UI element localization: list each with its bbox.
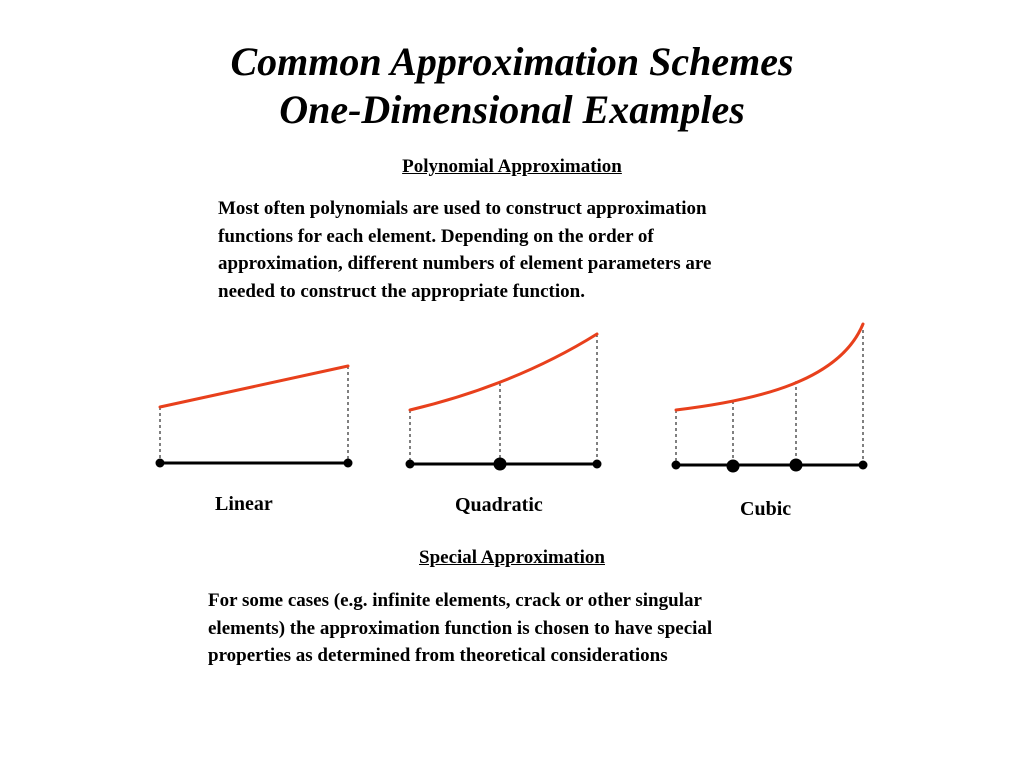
quadratic-curve: [408, 332, 599, 412]
special-line-3: properties as determined from theoretica…: [208, 645, 668, 666]
quadratic-node-2: [493, 457, 507, 471]
linear-diagram: [155, 364, 353, 468]
polynomial-line-4: needed to construct the appropriate func…: [218, 280, 585, 302]
cubic-node-1: [671, 460, 681, 470]
special-line-2: elements) the approximation function is …: [208, 617, 713, 639]
cubic-node-3: [789, 458, 803, 472]
cubic-node-2: [726, 459, 740, 473]
quadratic-diagram: [405, 332, 602, 471]
cubic-diagram: [671, 322, 868, 473]
linear-node-1: [155, 458, 165, 468]
polynomial-heading: Polynomial Approximation: [402, 156, 622, 177]
polynomial-line-1: Most often polynomials are used to const…: [218, 198, 707, 219]
quadratic-node-3: [592, 459, 602, 469]
linear-curve: [158, 364, 350, 409]
title-line-2: One-Dimensional Examples: [279, 87, 745, 132]
page-title: Common Approximation Schemes One-Dimensi…: [0, 38, 1024, 134]
quadratic-label: Quadratic: [455, 494, 543, 516]
linear-node-2: [343, 458, 353, 468]
linear-label: Linear: [215, 493, 273, 515]
cubic-curve: [674, 322, 865, 412]
special-heading: Special Approximation: [419, 547, 605, 568]
polynomial-line-2: functions for each element. Depending on…: [218, 225, 654, 247]
cubic-node-4: [858, 460, 868, 470]
title-line-1: Common Approximation Schemes: [230, 39, 794, 84]
polynomial-paragraph: Most often polynomials are used to const…: [218, 195, 711, 305]
polynomial-line-3: approximation, different numbers of elem…: [218, 253, 712, 274]
cubic-label: Cubic: [740, 498, 792, 520]
special-line-1: For some cases (e.g. infinite elements, …: [208, 590, 702, 611]
special-paragraph: For some cases (e.g. infinite elements, …: [208, 587, 712, 670]
quadratic-node-1: [405, 459, 415, 469]
